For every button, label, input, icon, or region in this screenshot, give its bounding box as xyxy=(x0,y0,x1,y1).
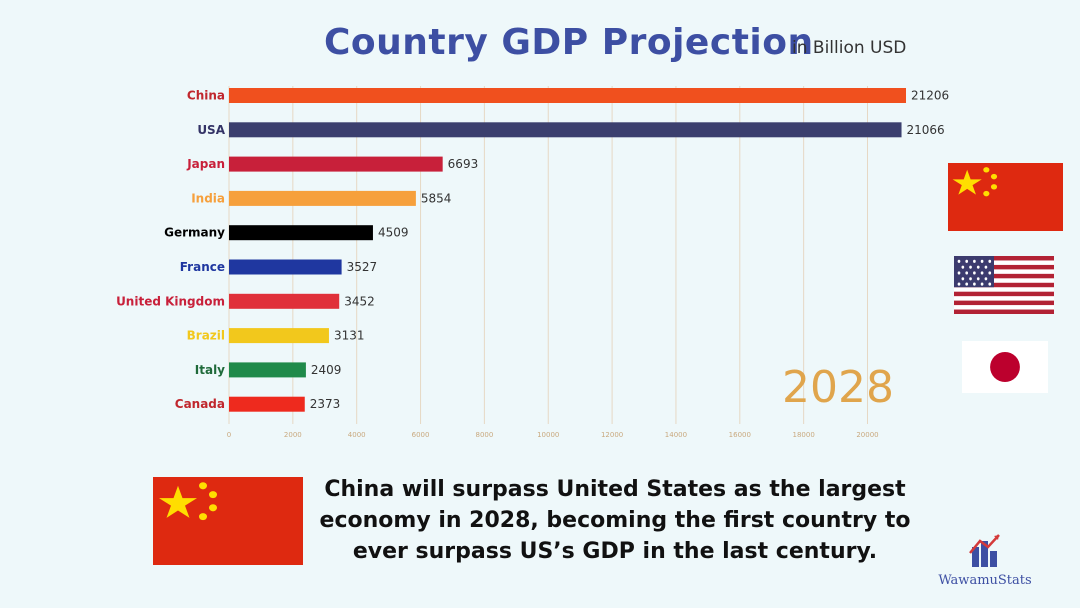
bar-2 xyxy=(229,156,443,172)
x-tick-label-2: 4000 xyxy=(348,431,366,439)
value-label-0: 21206 xyxy=(911,89,949,103)
x-tick-label-1: 2000 xyxy=(284,431,302,439)
x-tick-label-6: 12000 xyxy=(601,431,623,439)
x-tick-label-3: 6000 xyxy=(412,431,430,439)
bar-9 xyxy=(229,396,305,412)
category-label-8: Italy xyxy=(195,363,225,377)
x-tick-label-5: 10000 xyxy=(537,431,559,439)
japan-flag-icon xyxy=(962,341,1048,393)
bar-5 xyxy=(229,259,342,275)
bar-0 xyxy=(229,88,906,103)
category-label-2: Japan xyxy=(186,157,225,171)
china-flag-large-icon xyxy=(153,477,303,565)
china-flag-icon xyxy=(948,163,1063,231)
value-label-1: 21066 xyxy=(907,123,945,137)
bar-7 xyxy=(229,328,329,344)
bar-8 xyxy=(229,362,306,378)
value-label-6: 3452 xyxy=(344,294,375,308)
x-tick-label-8: 16000 xyxy=(729,431,751,439)
x-tick-label-0: 0 xyxy=(227,431,231,439)
x-tick-label-7: 14000 xyxy=(665,431,687,439)
value-label-8: 2409 xyxy=(311,363,342,377)
bar-4 xyxy=(229,225,373,241)
category-label-7: Brazil xyxy=(187,329,225,343)
value-label-5: 3527 xyxy=(347,260,378,274)
bar-1 xyxy=(229,122,902,138)
category-label-0: China xyxy=(187,89,225,103)
x-tick-label-4: 8000 xyxy=(475,431,493,439)
x-tick-label-10: 20000 xyxy=(856,431,878,439)
category-label-1: USA xyxy=(197,123,225,137)
bar-6 xyxy=(229,293,340,309)
category-label-9: Canada xyxy=(175,397,225,411)
bar-3 xyxy=(229,190,416,206)
year-label: 2028 xyxy=(782,362,894,413)
category-label-5: France xyxy=(180,260,225,274)
brand-chart-icon xyxy=(969,534,1000,567)
bar-chart: 0 2000 4000 6000 8000 10000 12000 14000 16000 180… xyxy=(116,86,949,439)
category-label-3: India xyxy=(191,191,225,205)
usa-flag-icon xyxy=(954,256,1054,314)
value-label-9: 2373 xyxy=(310,397,341,411)
chart-title: Country GDP Projection xyxy=(324,22,814,63)
category-label-6: United Kingdom xyxy=(116,294,225,308)
brand-name: WawamuStats xyxy=(938,573,1032,588)
x-tick-label-9: 18000 xyxy=(793,431,815,439)
unit-label: in Billion USD xyxy=(792,38,907,58)
value-label-7: 3131 xyxy=(334,329,365,343)
value-label-2: 6693 xyxy=(448,157,479,171)
value-label-4: 4509 xyxy=(378,226,409,240)
value-label-3: 5854 xyxy=(421,191,452,205)
category-label-4: Germany xyxy=(164,226,225,240)
caption-text: China will surpass United States as the … xyxy=(319,477,911,564)
brand-logo: WawamuStats xyxy=(930,533,1040,588)
